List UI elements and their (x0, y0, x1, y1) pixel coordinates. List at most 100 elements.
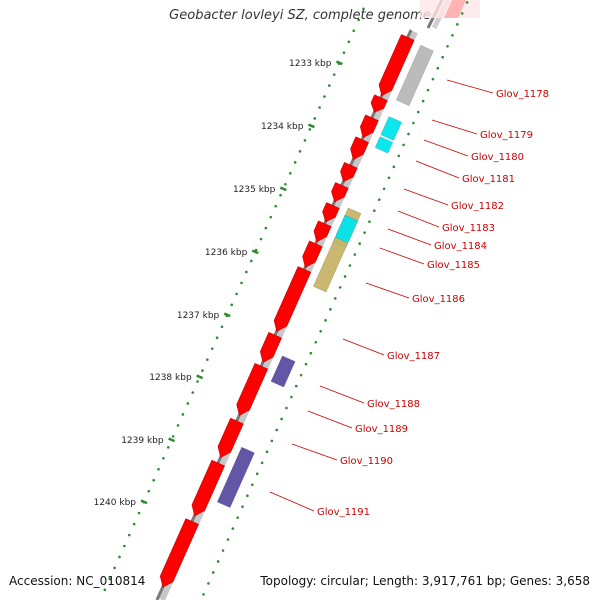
gene-labels: Glov_1178 Glov_1179 Glov_1180 Glov_1181 Glov… (269, 79, 549, 518)
track-dot (270, 439, 274, 443)
track-dot (294, 384, 298, 388)
track-dot (298, 150, 302, 153)
track-dot (113, 566, 116, 570)
gene-leader-line (307, 410, 353, 429)
track-dot (332, 73, 336, 76)
track-dot (236, 516, 239, 519)
track-dot (231, 527, 235, 530)
track-dot (211, 571, 215, 574)
track-dot (207, 582, 210, 585)
track-dot (137, 511, 141, 515)
gene-label: Glov_1182 (451, 201, 504, 212)
cds-arrow (370, 94, 388, 113)
cog-box (270, 355, 296, 388)
track-dot (230, 303, 234, 307)
track-dot (166, 446, 170, 449)
track-dot (451, 34, 454, 37)
track-dot (392, 165, 396, 169)
track-dot (426, 88, 430, 92)
track-dot (377, 198, 381, 202)
accession-text: Accession: NC_010814 (9, 574, 146, 588)
gene-leader-line (291, 443, 338, 461)
track-dot (196, 380, 199, 383)
cog-box (216, 446, 255, 509)
track-dot (108, 577, 112, 581)
track-dot (357, 18, 360, 22)
gene-label: Glov_1187 (387, 351, 440, 362)
track-dot (201, 369, 204, 372)
track-dot (260, 461, 264, 465)
track-dot (220, 325, 224, 329)
gene-label: Glov_1191 (317, 507, 370, 518)
track-dot (416, 110, 420, 114)
track-dot (329, 308, 332, 311)
scale-tick (168, 437, 176, 443)
track-dot (246, 494, 249, 498)
scale-tick-label: 1233 kbp (289, 59, 332, 69)
track-dot (353, 253, 357, 256)
gene-leader-line (365, 282, 410, 299)
track-dot (285, 406, 288, 410)
gene-label: Glov_1183 (442, 223, 495, 234)
gene-label: Glov_1184 (434, 241, 487, 252)
gene-label: Glov_1179 (480, 130, 533, 141)
track-dot (308, 128, 312, 131)
cds-arrow (217, 417, 244, 458)
cds-arrow (331, 182, 349, 203)
track-dot (313, 117, 316, 120)
cds-arrow (273, 266, 312, 332)
track-dot (324, 319, 327, 322)
track-dot (275, 428, 279, 432)
track-dot (264, 226, 268, 230)
track-dot (274, 204, 277, 208)
scale-tick (307, 123, 315, 129)
track-dot (103, 588, 107, 592)
gene-leader-line (387, 228, 432, 246)
track-dot (152, 478, 155, 482)
track-dot (162, 456, 165, 460)
top-cds-fragment (444, 0, 466, 18)
track-dot (157, 467, 160, 471)
track-dot (348, 264, 352, 267)
scale-tick-label: 1238 kbp (149, 373, 192, 383)
track-dot (347, 40, 351, 44)
track-dot (171, 435, 175, 438)
track-dot (265, 450, 269, 454)
scale-tick (223, 312, 231, 318)
scale-ticks: 1233 kbp 1234 kbp 1235 kbp 1236 kbp 1237 kbp… (94, 59, 343, 508)
gene-label: Glov_1185 (427, 260, 480, 271)
track-dot (284, 182, 287, 186)
gene-label: Glov_1178 (496, 89, 549, 100)
track-dot (318, 106, 321, 109)
track-dot (368, 220, 371, 223)
topology-summary: Topology: circular; Length: 3,917,761 bp… (260, 574, 590, 588)
track-dot (456, 23, 459, 26)
track-dot (279, 193, 282, 197)
inner-tick-track (103, 7, 365, 592)
cds-arrow (159, 518, 199, 588)
scale-tick-label: 1240 kbp (94, 498, 137, 508)
track-dot (240, 281, 243, 285)
scale-tick-label: 1237 kbp (177, 311, 220, 321)
track-dot (358, 242, 361, 245)
track-dot (251, 483, 254, 487)
track-dot (132, 522, 136, 526)
track-dot (241, 505, 244, 508)
cds-arrow (259, 331, 282, 363)
track-dot (293, 161, 297, 164)
track-dot (216, 560, 220, 563)
track-dot (255, 472, 259, 476)
gene-leader-line (403, 188, 449, 206)
genome-title: Geobacter lovleyi SZ, complete genome (169, 8, 431, 23)
track-dot (342, 51, 346, 54)
track-dot (407, 132, 410, 136)
track-dot (147, 489, 151, 493)
track-dot (288, 171, 292, 175)
gene-leader-line (415, 160, 460, 179)
track-dot (127, 533, 131, 537)
gene-label: Glov_1186 (412, 294, 465, 305)
cog-box (380, 116, 403, 141)
track-dot (290, 395, 293, 399)
gene-leader-line (431, 119, 478, 135)
gene-label: Glov_1190 (340, 456, 393, 467)
